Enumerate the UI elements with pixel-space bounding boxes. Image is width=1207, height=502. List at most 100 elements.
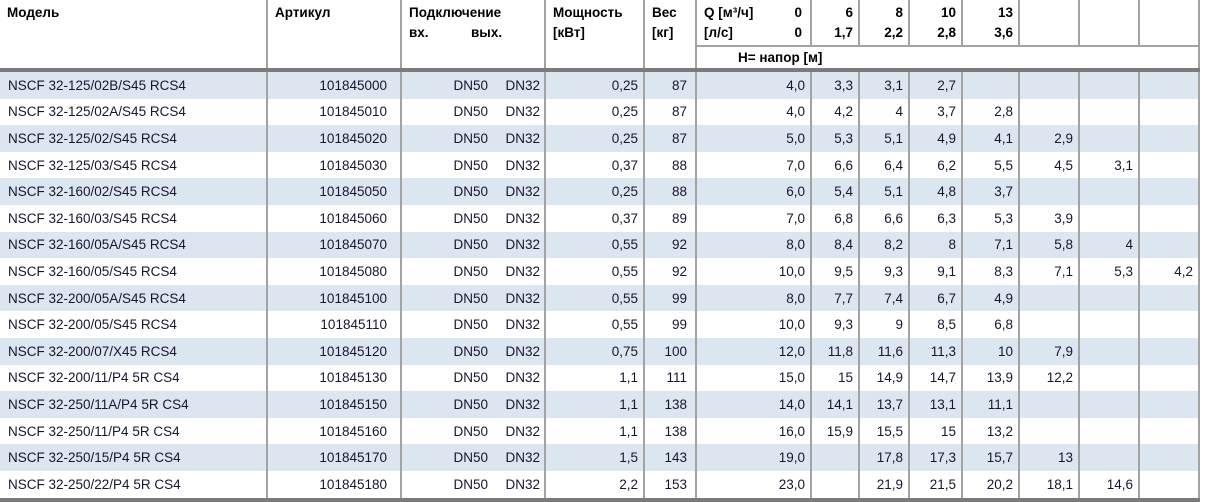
power-cell: 0,37 [546, 204, 645, 232]
model-cell: NSCF 32-160/05A/S45 RCS4 [0, 231, 268, 259]
col-header-flow: 13 3,6 [963, 0, 1020, 47]
article-cell: 101845080 [268, 258, 402, 285]
head-value-cell [1020, 178, 1080, 205]
inlet-value: DN50 [453, 237, 488, 253]
head-value-cell: 15,0 [697, 364, 812, 392]
model-cell: NSCF 32-125/03/S45 RCS4 [0, 151, 268, 179]
inlet-value: DN50 [453, 130, 488, 146]
article-cell: 101845020 [268, 125, 402, 152]
table-row: NSCF 32-200/05/S45 RCS4 101845110 DN50 DN32… [0, 311, 1200, 338]
outlet-value: DN32 [505, 210, 540, 226]
table-row: NSCF 32-250/15/P4 5R CS4 101845170 DN50 DN3… [0, 444, 1200, 471]
head-value-cell: 13,2 [963, 417, 1020, 445]
power-cell: 1,5 [546, 444, 645, 471]
head-value-cell [1080, 311, 1140, 338]
outlet-value: DN32 [505, 290, 540, 306]
head-value-cell [1140, 337, 1200, 365]
head-value-cell: 14,9 [860, 364, 910, 392]
outlet-value: DN32 [505, 423, 540, 439]
flow-m3h-label: Q [м³/ч] [704, 5, 754, 20]
head-value-cell: 7,4 [860, 284, 910, 312]
inlet-value: DN50 [453, 263, 488, 279]
head-value-cell: 5,0 [697, 125, 812, 152]
connection-cell: DN50 DN32 [402, 98, 546, 126]
head-value-cell: 8,4 [812, 231, 860, 259]
head-value-cell: 4 [1080, 231, 1140, 259]
model-cell: NSCF 32-250/11A/P4 5R CS4 [0, 391, 268, 418]
header-separator-line [0, 68, 1200, 72]
head-value-cell: 19,0 [697, 444, 812, 471]
head-value-cell [1080, 178, 1140, 205]
article-cell: 101845130 [268, 364, 402, 392]
inlet-value: DN50 [453, 317, 488, 333]
weight-cell: 153 [645, 470, 697, 498]
head-value-cell: 9 [860, 311, 910, 338]
connection-cell: DN50 DN32 [402, 258, 546, 285]
head-value-cell: 12,2 [1020, 364, 1080, 392]
connection-cell: DN50 DN32 [402, 72, 546, 99]
article-cell: 101845110 [268, 311, 402, 338]
model-cell: NSCF 32-160/05/S45 RCS4 [0, 258, 268, 285]
head-value-cell: 8,0 [697, 231, 812, 259]
article-cell: 101845120 [268, 337, 402, 365]
head-value-cell: 9,5 [812, 258, 860, 285]
power-cell: 0,55 [546, 311, 645, 338]
head-value-cell: 15,5 [860, 417, 910, 445]
head-value-cell: 3,1 [1080, 151, 1140, 179]
head-value-cell: 7,0 [697, 204, 812, 232]
head-value-cell: 10,0 [697, 311, 812, 338]
head-value-cell: 14,1 [812, 391, 860, 418]
table-header: Модель Артикул Подключение вх. вых. Мощн… [0, 0, 1200, 68]
model-cell: NSCF 32-160/02/S45 RCS4 [0, 178, 268, 205]
connection-cell: DN50 DN32 [402, 417, 546, 445]
col-header-article: Артикул [268, 0, 402, 68]
flow-ls-label: [л/с] [704, 25, 733, 40]
table-body: NSCF 32-125/02B/S45 RCS4 101845000 DN50 DN3… [0, 72, 1200, 498]
head-value-cell [1140, 151, 1200, 179]
head-value-cell [1140, 311, 1200, 338]
table-row: NSCF 32-250/22/P4 5R CS4 101845180 DN50 DN3… [0, 470, 1200, 498]
head-value-cell: 10 [963, 337, 1020, 365]
head-value-cell: 17,8 [860, 444, 910, 471]
col-header-flow [1020, 0, 1080, 47]
head-value-cell [1020, 391, 1080, 418]
head-value-cell [1020, 311, 1080, 338]
head-value-cell: 9,3 [860, 258, 910, 285]
article-cell: 101845150 [268, 391, 402, 418]
head-value-cell: 3,7 [963, 178, 1020, 205]
article-cell: 101845000 [268, 72, 402, 99]
inlet-value: DN50 [453, 290, 488, 306]
outlet-value: DN32 [505, 157, 540, 173]
col-header-connection: Подключение вх. вых. [402, 0, 546, 68]
outlet-label: вых. [471, 25, 503, 40]
head-value-cell: 7,1 [963, 231, 1020, 259]
power-cell: 0,25 [546, 178, 645, 205]
head-value-cell [1140, 391, 1200, 418]
article-cell: 101845100 [268, 284, 402, 312]
weight-cell: 138 [645, 391, 697, 418]
head-row-label: Н= напор [м] [697, 47, 1200, 68]
inlet-value: DN50 [453, 184, 488, 200]
head-value-cell [812, 470, 860, 498]
weight-cell: 88 [645, 151, 697, 179]
model-cell: NSCF 32-160/03/S45 RCS4 [0, 204, 268, 232]
table-row: NSCF 32-125/02/S45 RCS4 101845020 DN50 DN32… [0, 125, 1200, 152]
head-value-cell: 6,0 [697, 178, 812, 205]
table-row: NSCF 32-250/11/P4 5R CS4 101845160 DN50 DN3… [0, 417, 1200, 445]
table-row: NSCF 32-160/02/S45 RCS4 101845050 DN50 DN32… [0, 178, 1200, 205]
head-value-cell: 3,9 [1020, 204, 1080, 232]
head-value-cell: 9,1 [910, 258, 963, 285]
head-value-cell: 4,8 [910, 178, 963, 205]
power-cell: 0,75 [546, 337, 645, 365]
connection-cell: DN50 DN32 [402, 204, 546, 232]
head-value-cell: 9,3 [812, 311, 860, 338]
weight-cell: 99 [645, 311, 697, 338]
head-value-cell: 6,8 [812, 204, 860, 232]
head-value-cell: 15,7 [963, 444, 1020, 471]
head-value-cell [1020, 284, 1080, 312]
head-value-cell [812, 444, 860, 471]
connection-cell: DN50 DN32 [402, 311, 546, 338]
table-row: NSCF 32-125/02A/S45 RCS4 101845010 DN50 DN3… [0, 98, 1200, 126]
model-cell: NSCF 32-125/02B/S45 RCS4 [0, 72, 268, 99]
